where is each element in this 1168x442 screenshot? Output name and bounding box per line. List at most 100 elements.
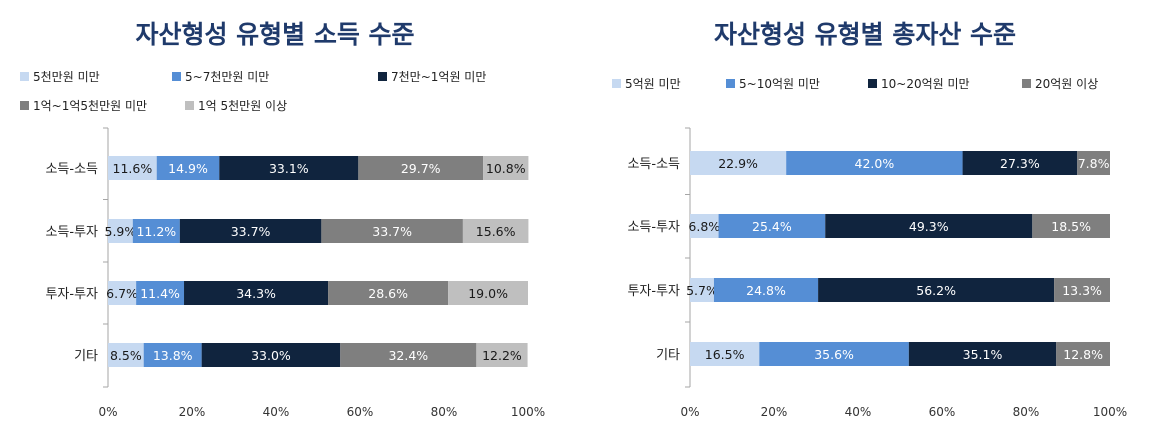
bar-segment	[1032, 214, 1110, 238]
bar-segment	[462, 219, 529, 243]
legend-swatch	[726, 79, 735, 88]
bar-segment	[483, 156, 529, 180]
x-tick-label: 0%	[98, 405, 117, 419]
data-label: 33.1%	[269, 161, 309, 176]
data-label: 35.6%	[814, 347, 854, 362]
data-label: 5.7%	[686, 283, 718, 298]
data-label: 42.0%	[855, 156, 895, 171]
bar-segment	[962, 151, 1078, 175]
bar-segment	[179, 219, 322, 243]
data-label: 56.2%	[916, 283, 956, 298]
bar-segment	[108, 281, 137, 305]
bar-segment	[136, 281, 185, 305]
data-label: 11.2%	[136, 224, 176, 239]
data-label: 6.8%	[688, 219, 720, 234]
bar-segment	[108, 156, 157, 180]
x-tick-label: 80%	[431, 405, 458, 419]
data-label: 13.8%	[153, 348, 193, 363]
legend-swatch	[868, 79, 877, 88]
bar-segment	[132, 219, 180, 243]
x-tick-label: 20%	[179, 405, 206, 419]
bar-segment	[825, 214, 1033, 238]
category-label: 투자-투자	[627, 284, 680, 299]
bar-segment	[1054, 278, 1110, 302]
category-label: 투자-투자	[45, 287, 98, 302]
bar-segment	[328, 281, 449, 305]
x-tick-label: 60%	[929, 405, 956, 419]
bar-segment	[759, 342, 909, 366]
legend-label: 20억원 이상	[1035, 77, 1098, 91]
bar-segment	[690, 151, 787, 175]
x-tick-label: 0%	[680, 405, 699, 419]
legend-label: 10~20억원 미만	[881, 77, 970, 91]
legend-label: 7천만~1억원 미만	[391, 69, 486, 84]
bar-segment	[786, 151, 963, 175]
legend-swatch	[378, 72, 387, 81]
data-label: 12.2%	[482, 348, 522, 363]
data-label: 14.9%	[168, 161, 208, 176]
chart-title: 자산형성 유형별 총자산 수준	[714, 20, 1016, 49]
data-label: 5.9%	[105, 224, 137, 239]
bar-segment	[690, 342, 760, 366]
bar-segment	[143, 343, 202, 367]
data-label: 33.7%	[372, 224, 412, 239]
data-label: 24.8%	[746, 283, 786, 298]
bar-segment	[108, 219, 133, 243]
data-label: 11.6%	[113, 161, 153, 176]
data-label: 6.7%	[106, 286, 138, 301]
category-label: 소득-소득	[627, 157, 680, 172]
legend-label: 1억~1억5천만원 미만	[33, 98, 147, 113]
data-label: 33.0%	[251, 348, 291, 363]
data-label: 11.4%	[140, 286, 180, 301]
bar-segment	[690, 214, 719, 238]
legend-label: 5~7천만원 미만	[185, 69, 269, 84]
bar-segment	[340, 343, 477, 367]
category-label: 소득-투자	[45, 225, 98, 240]
data-label: 29.7%	[401, 161, 441, 176]
data-label: 22.9%	[718, 156, 758, 171]
legend-swatch	[172, 72, 181, 81]
data-label: 19.0%	[468, 286, 508, 301]
bar-segment	[219, 156, 359, 180]
data-label: 49.3%	[909, 219, 949, 234]
data-label: 34.3%	[236, 286, 276, 301]
bar-segment	[713, 278, 819, 302]
chart-title: 자산형성 유형별 소득 수준	[135, 20, 414, 49]
bar-segment	[108, 343, 144, 367]
chart-2: 자산형성 유형별 총자산 수준 5억원 미만 5~10억원 미만 10~20억원 미만…	[612, 20, 1127, 419]
data-label: 18.5%	[1051, 219, 1091, 234]
category-label: 기타	[74, 349, 98, 364]
legend-swatch	[1022, 79, 1031, 88]
data-label: 8.5%	[110, 348, 142, 363]
legend-label: 5~10억원 미만	[739, 77, 820, 91]
data-label: 15.6%	[476, 224, 516, 239]
x-tick-label: 100%	[511, 405, 545, 419]
data-label: 32.4%	[388, 348, 428, 363]
bar-segment	[321, 219, 463, 243]
data-label: 16.5%	[705, 347, 745, 362]
legend-label: 5억원 미만	[625, 77, 681, 91]
legend-swatch	[612, 79, 621, 88]
category-label: 소득-투자	[627, 220, 680, 235]
data-label: 35.1%	[963, 347, 1003, 362]
legend-label: 1억 5천만원 이상	[198, 98, 287, 113]
bar-segment	[156, 156, 220, 180]
bar-segment	[184, 281, 329, 305]
data-label: 25.4%	[752, 219, 792, 234]
category-label: 소득-소득	[45, 162, 98, 177]
bar-segment	[201, 343, 341, 367]
bar-segment	[448, 281, 528, 305]
bar-segment	[908, 342, 1057, 366]
bar-segment	[818, 278, 1055, 302]
chart-1: 자산형성 유형별 소득 수준 5천만원 미만 5~7천만원 미만 7천만~1억원 미만…	[20, 20, 545, 419]
legend-swatch	[20, 72, 29, 81]
data-label: 12.8%	[1063, 347, 1103, 362]
x-tick-label: 40%	[845, 405, 872, 419]
data-label: 7.8%	[1078, 156, 1110, 171]
data-label: 10.8%	[486, 161, 526, 176]
bar-segment	[718, 214, 826, 238]
data-label: 33.7%	[231, 224, 271, 239]
x-tick-label: 40%	[263, 405, 290, 419]
